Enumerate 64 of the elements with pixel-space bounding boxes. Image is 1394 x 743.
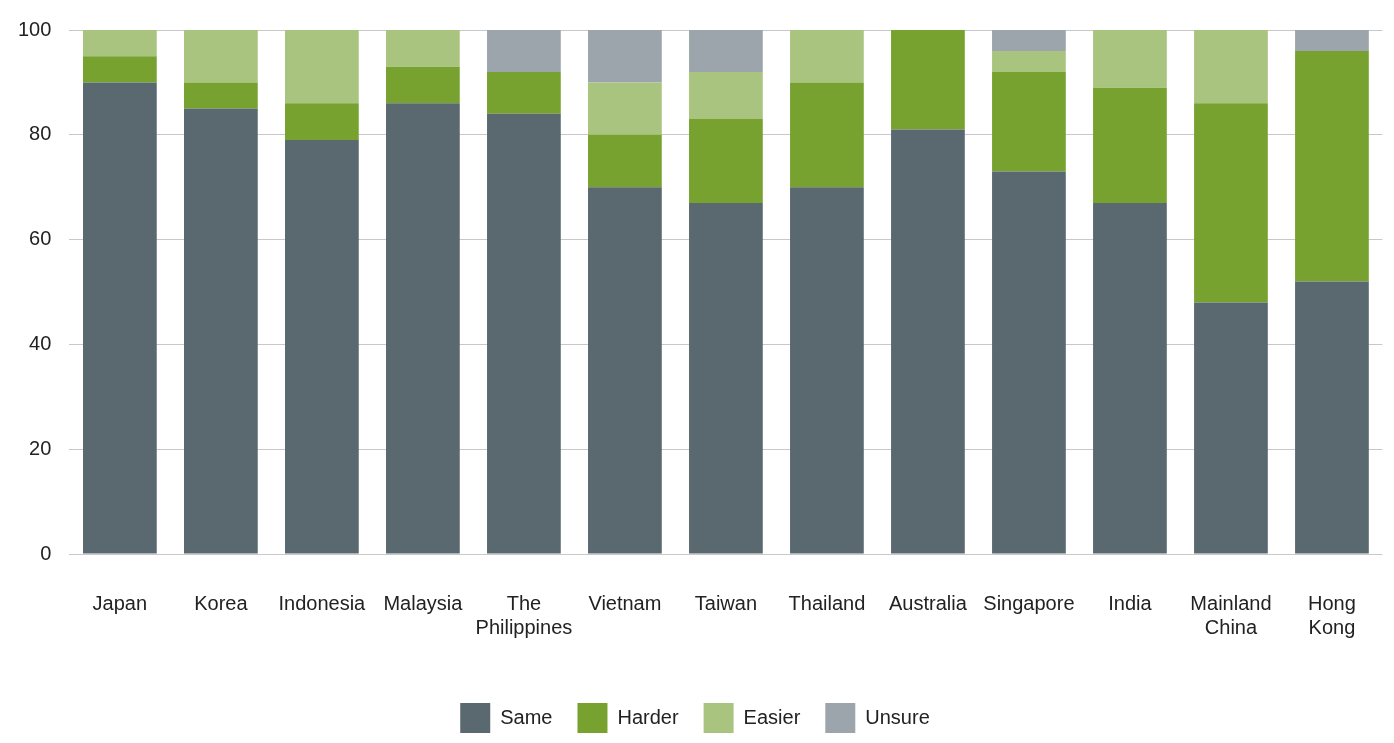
- bar: [992, 30, 1066, 51]
- y-tick-label: 0: [40, 541, 52, 564]
- x-tick-label: Taiwan: [694, 591, 758, 614]
- bar: [184, 82, 258, 109]
- bar: [992, 50, 1066, 72]
- x-tick-label: Hong Kong: [1308, 591, 1356, 638]
- bar: [487, 113, 561, 554]
- bar: [588, 82, 662, 135]
- x-tick-label: The Philippines: [475, 591, 573, 638]
- bar: [386, 30, 460, 67]
- bar: [487, 30, 561, 72]
- bar: [1295, 30, 1369, 51]
- bar: [83, 30, 157, 57]
- bar: [1194, 103, 1268, 303]
- bar: [1194, 302, 1268, 554]
- bar: [285, 140, 359, 554]
- bar: [83, 56, 157, 83]
- x-tick-label: Singapore: [983, 591, 1075, 614]
- bar: [790, 30, 864, 83]
- legend-label: Unsure: [865, 705, 930, 728]
- x-tick-label: Indonesia: [278, 591, 367, 614]
- bar: [83, 82, 157, 554]
- bar: [790, 187, 864, 554]
- bar: [689, 71, 763, 120]
- y-tick-label: 80: [29, 122, 52, 145]
- x-tick-label: India: [1108, 591, 1153, 614]
- bar: [588, 134, 662, 188]
- y-tick-label: 40: [29, 331, 52, 354]
- bar: [285, 103, 359, 141]
- bar: [285, 30, 359, 104]
- bar: [689, 202, 763, 554]
- x-tick-label: Vietnam: [588, 591, 662, 614]
- bar: [386, 103, 460, 554]
- bar: [689, 119, 763, 203]
- bar: [891, 129, 965, 554]
- bar: [1093, 202, 1167, 554]
- bar: [1093, 87, 1167, 203]
- bar: [184, 108, 258, 554]
- x-tick-label: Japan: [92, 591, 148, 614]
- x-tick-label: Mainland China: [1190, 591, 1272, 638]
- bar: [689, 30, 763, 72]
- legend-label: Same: [500, 705, 553, 728]
- bar: [1093, 30, 1167, 88]
- y-tick-label: 60: [29, 227, 52, 250]
- bar: [891, 30, 965, 130]
- bar: [1194, 30, 1268, 104]
- x-tick-label: Australia: [889, 591, 968, 614]
- bar: [1295, 50, 1369, 282]
- x-tick-label: Thailand: [788, 591, 866, 614]
- legend-label: Easier: [743, 705, 801, 728]
- y-tick-label: 20: [29, 436, 52, 459]
- bar: [487, 71, 561, 114]
- bar: [992, 71, 1066, 172]
- bar: [790, 82, 864, 188]
- bar: [992, 171, 1066, 554]
- bar: [386, 66, 460, 104]
- bar: [184, 30, 258, 83]
- bar: [588, 30, 662, 83]
- y-tick-label: 100: [17, 17, 52, 40]
- legend-label: Harder: [617, 705, 679, 728]
- bar: [588, 187, 662, 554]
- x-tick-label: Korea: [194, 591, 249, 614]
- x-tick-label: Malaysia: [383, 591, 464, 614]
- bar: [1295, 281, 1369, 554]
